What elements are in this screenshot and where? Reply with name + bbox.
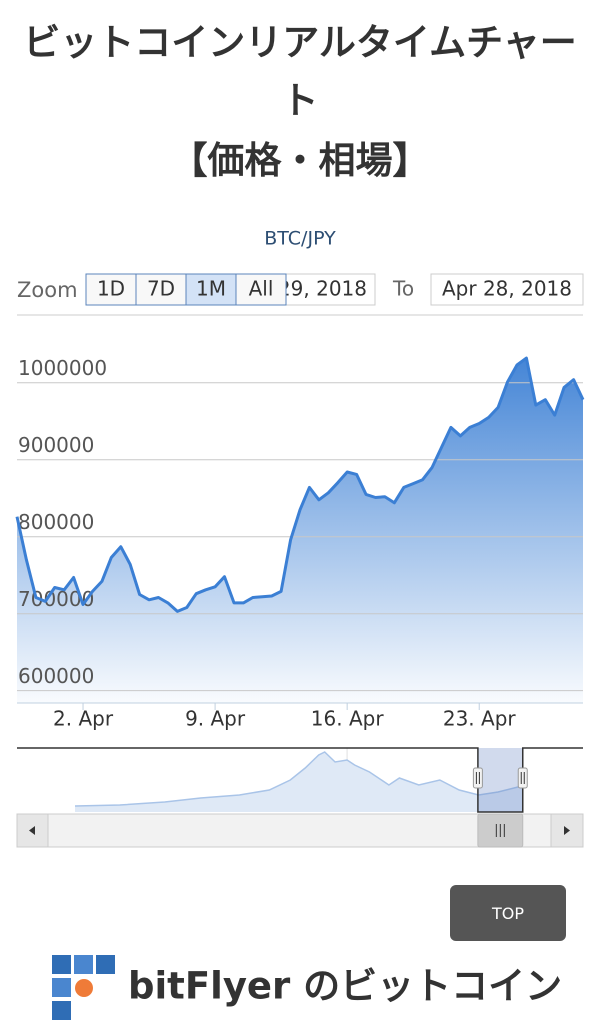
navigator-handle[interactable]	[517, 767, 528, 789]
y-tick-label: 700000	[18, 587, 94, 611]
page-title: ビットコインリアルタイムチャート	[23, 21, 577, 122]
y-tick-label: 800000	[18, 510, 94, 534]
to-date[interactable]: Apr 28, 2018	[442, 277, 572, 301]
scroll-right-arrow	[564, 826, 570, 835]
navigator-line	[74, 751, 523, 807]
zoom-buttons: 1D 7D 1M All	[85, 273, 287, 306]
zoom-button-label[interactable]: 7D	[147, 277, 175, 301]
zoom-button-label[interactable]: All	[249, 277, 274, 301]
navigator-area	[75, 752, 522, 812]
zoom-button-label[interactable]: 1M	[196, 277, 226, 301]
price-line	[15, 356, 585, 613]
scroll-left-arrow	[29, 826, 35, 835]
y-tick-label: 1000000	[18, 356, 107, 380]
zoom-button[interactable]	[85, 273, 137, 306]
area-fill	[17, 358, 583, 703]
y-tick-label: 900000	[18, 433, 94, 457]
navigator-outline	[17, 747, 583, 813]
scroll-left[interactable]	[16, 813, 49, 848]
page-subtitle: 【価格・相場】	[170, 139, 430, 182]
logo	[52, 955, 115, 1020]
zoom-label: Zoom	[17, 278, 78, 302]
navigator-handle[interactable]	[472, 767, 483, 789]
y-tick-label: 600000	[18, 664, 94, 688]
x-tick-label: 16. Apr	[311, 707, 385, 731]
zoom-button[interactable]	[235, 273, 287, 306]
x-tick-label: 2. Apr	[53, 707, 114, 731]
zoom-button-label[interactable]: 1D	[97, 277, 125, 301]
navigator-selection	[477, 748, 523, 812]
zoom-button[interactable]	[185, 273, 237, 306]
zoom-button[interactable]	[135, 273, 187, 306]
brand: bitFlyer のビットコイン	[128, 965, 562, 1008]
to-label: To	[392, 277, 414, 301]
x-tick-label: 23. Apr	[443, 707, 517, 731]
top-button[interactable]: TOP	[450, 885, 566, 941]
chart-title: BTC/JPY	[264, 228, 336, 250]
to-input[interactable]	[430, 273, 584, 306]
x-tick-label: 9. Apr	[185, 707, 246, 731]
